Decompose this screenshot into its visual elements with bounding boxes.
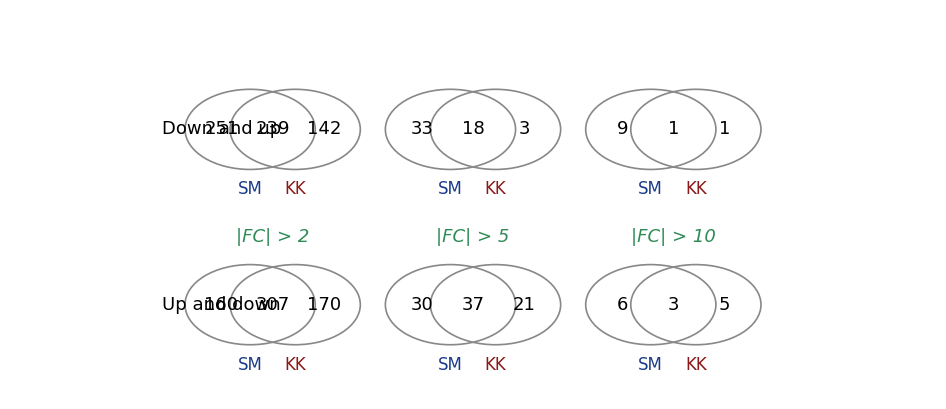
Text: Up and down: Up and down <box>163 296 281 314</box>
Text: 1: 1 <box>719 120 730 138</box>
Text: 251: 251 <box>204 120 238 138</box>
Text: SM: SM <box>639 180 663 198</box>
Text: SM: SM <box>438 356 463 374</box>
Text: KK: KK <box>285 180 307 198</box>
Text: 33: 33 <box>411 120 433 138</box>
Text: 239: 239 <box>255 120 289 138</box>
Text: KK: KK <box>685 356 707 374</box>
Text: 160: 160 <box>204 296 238 314</box>
Text: 142: 142 <box>307 120 342 138</box>
Text: SM: SM <box>237 356 263 374</box>
Text: |FC| > 5: |FC| > 5 <box>436 227 510 245</box>
Text: SM: SM <box>237 180 263 198</box>
Text: |FC| > 10: |FC| > 10 <box>631 227 716 245</box>
Text: KK: KK <box>484 356 506 374</box>
Text: 5: 5 <box>719 296 730 314</box>
Text: 307: 307 <box>255 296 289 314</box>
Text: 1: 1 <box>668 120 679 138</box>
Text: 6: 6 <box>617 296 628 314</box>
Text: 3: 3 <box>668 296 679 314</box>
Text: 21: 21 <box>513 296 535 314</box>
Text: Down and up: Down and up <box>163 120 282 138</box>
Text: 18: 18 <box>462 120 484 138</box>
Text: KK: KK <box>285 356 307 374</box>
Text: KK: KK <box>685 180 707 198</box>
Text: 37: 37 <box>462 296 484 314</box>
Text: SM: SM <box>639 356 663 374</box>
Text: 30: 30 <box>411 296 433 314</box>
Text: 170: 170 <box>307 296 341 314</box>
Text: 9: 9 <box>617 120 628 138</box>
Text: |FC| > 2: |FC| > 2 <box>236 227 309 245</box>
Text: KK: KK <box>484 180 506 198</box>
Text: SM: SM <box>438 180 463 198</box>
Text: 3: 3 <box>518 120 530 138</box>
